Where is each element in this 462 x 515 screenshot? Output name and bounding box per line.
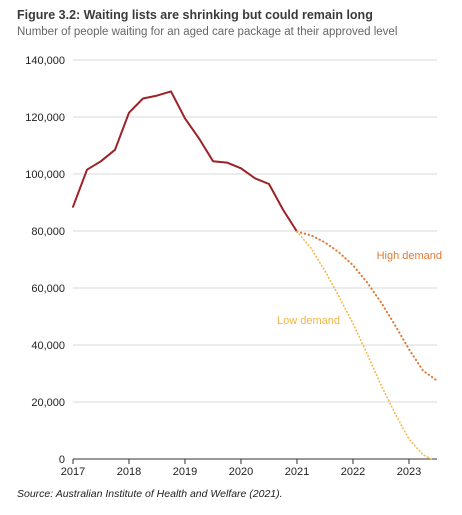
- x-tick-label: 2020: [229, 466, 253, 478]
- y-tick-label: 100,000: [25, 169, 65, 181]
- series-line-low: [296, 230, 433, 460]
- annotation-low-demand: Low demand: [277, 315, 340, 327]
- x-tick-label: 2023: [397, 466, 421, 478]
- y-tick-label: 40,000: [31, 340, 65, 352]
- y-tick-label: 60,000: [31, 283, 65, 295]
- y-tick-label: 120,000: [25, 112, 65, 124]
- x-tick-label: 2018: [117, 466, 141, 478]
- x-tick-label: 2017: [61, 466, 85, 478]
- chart-source: Source: Australian Institute of Health a…: [17, 488, 283, 500]
- chart-title: Figure 3.2: Waiting lists are shrinking …: [17, 8, 373, 22]
- series-line-high: [296, 230, 438, 382]
- x-tick-label: 2021: [285, 466, 309, 478]
- series-line-actual: [72, 90, 298, 233]
- y-tick-label: 0: [59, 454, 65, 466]
- x-tick-label: 2022: [341, 466, 365, 478]
- y-tick-label: 140,000: [25, 55, 65, 67]
- y-tick-label: 80,000: [31, 226, 65, 238]
- x-tick-label: 2019: [173, 466, 197, 478]
- chart-subtitle: Number of people waiting for an aged car…: [17, 26, 398, 38]
- annotation-high-demand: High demand: [377, 250, 442, 262]
- y-tick-label: 20,000: [31, 397, 65, 409]
